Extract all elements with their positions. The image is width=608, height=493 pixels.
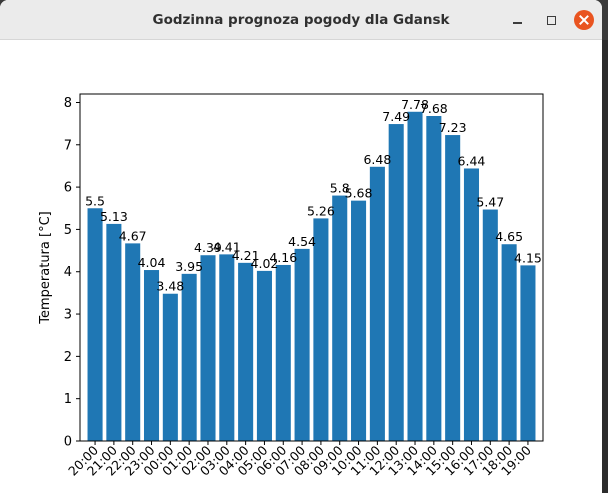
plot-frame (79, 93, 544, 442)
value-label-2000: 5.5 (85, 193, 105, 208)
bar-1300 (407, 111, 423, 442)
bar-1900 (520, 265, 536, 441)
bar-1500 (445, 135, 461, 442)
bars-group (87, 111, 536, 442)
bar-1000 (351, 200, 367, 441)
bar-0500 (256, 270, 272, 441)
bar-chart: 5.55.134.674.043.483.954.394.414.214.024… (38, 93, 544, 479)
value-label-0100: 3.95 (175, 259, 203, 274)
value-label-1800: 4.65 (495, 229, 523, 244)
bar-1700 (482, 209, 498, 441)
y-tick-label: 5 (64, 223, 72, 238)
value-label-0900: 5.8 (330, 181, 350, 196)
title-bar[interactable]: Godzinna prognoza pogody dla Gdansk (0, 0, 602, 40)
value-label-1700: 5.47 (476, 195, 504, 210)
bar-0900 (332, 195, 348, 441)
bar-2200 (125, 243, 141, 441)
value-label-1600: 6.44 (458, 153, 486, 168)
value-label-0700: 4.54 (288, 234, 316, 249)
close-icon (579, 15, 589, 25)
y-tick-label: 1 (64, 392, 72, 407)
value-label-1100: 6.48 (363, 152, 391, 167)
close-button[interactable] (574, 10, 594, 30)
bar-0700 (294, 248, 310, 441)
maximize-button[interactable] (541, 10, 561, 30)
bar-2000 (87, 208, 103, 441)
value-label-0800: 5.26 (307, 203, 335, 218)
bar-2300 (143, 270, 160, 441)
bar-0100 (181, 273, 197, 441)
y-tick-label: 6 (64, 181, 72, 196)
minimize-icon (512, 22, 522, 24)
value-label-1200: 7.49 (382, 109, 410, 124)
bar-0200 (200, 255, 216, 441)
value-label-0400: 4.21 (232, 248, 260, 263)
value-label-1900: 4.15 (514, 250, 542, 265)
x-axis: 20:0021:0022:0023:0000:0001:0002:0003:00… (65, 441, 534, 479)
value-label-0500: 4.02 (251, 256, 279, 271)
value-label-1000: 5.68 (345, 186, 373, 201)
value-label-0600: 4.16 (269, 250, 297, 265)
chart-figure: 5.5 5.13 4.67 4.04 3.48 3.95 4.39 4.41 4.21 4.02 4… (0, 40, 602, 493)
y-tick-label: 0 (64, 435, 72, 450)
value-label-0000: 3.48 (156, 279, 184, 294)
bar-2100 (106, 223, 122, 441)
value-label-1500: 7.23 (439, 120, 467, 135)
desktop-background-right (602, 40, 608, 493)
y-tick-label: 3 (64, 308, 72, 323)
value-label-1400: 7.68 (420, 101, 448, 116)
maximize-icon (546, 15, 556, 25)
bar-0600 (275, 264, 291, 441)
y-tick-label: 8 (64, 96, 72, 111)
y-tick-label: 4 (64, 265, 72, 280)
value-label-2300: 4.04 (138, 255, 166, 270)
bar-0800 (313, 218, 329, 441)
bar-1400 (426, 116, 442, 441)
bar-1200 (388, 124, 404, 442)
bar-1100 (369, 166, 385, 441)
window-title: Godzinna prognoza pogody dla Gdansk (152, 12, 450, 28)
value-labels-group: 5.55.134.674.043.483.954.394.414.214.024… (85, 97, 542, 294)
y-axis-label: Temperatura [°C] (38, 211, 53, 324)
bar-1800 (501, 244, 517, 441)
bar-0400 (238, 262, 254, 441)
value-label-2200: 4.67 (119, 228, 147, 243)
bar-0300 (219, 254, 235, 441)
bar-0000 (162, 293, 178, 441)
value-label-2100: 5.13 (100, 209, 128, 224)
bar-1600 (463, 168, 480, 442)
value-label-0200: 4.39 (194, 240, 222, 255)
y-axis: 0 1 2 3 4 5 6 7 8 (64, 96, 80, 450)
minimize-button[interactable] (507, 10, 527, 30)
y-tick-label: 2 (64, 350, 72, 365)
y-tick-label: 7 (64, 138, 72, 153)
value-label-1300: 7.78 (401, 97, 429, 112)
value-label-0300: 4.41 (213, 239, 241, 254)
